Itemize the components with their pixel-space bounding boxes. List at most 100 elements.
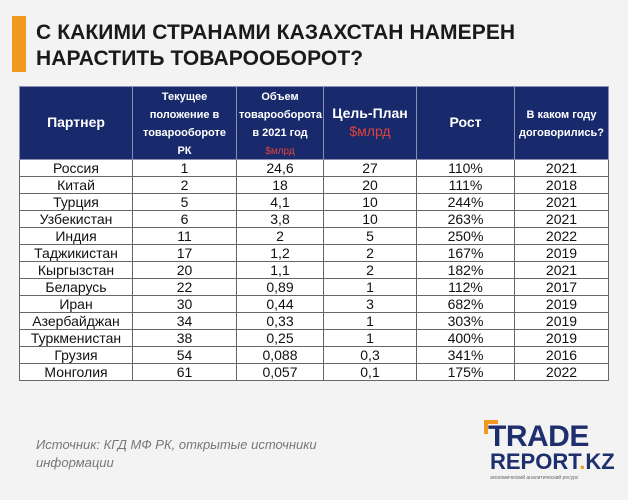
cell-partner: Узбекистан (19, 210, 133, 228)
cell-target: 2 (323, 261, 417, 279)
cell-volume: 0,088 (236, 346, 324, 364)
cell-growth: 400% (416, 329, 515, 347)
cell-year: 2022 (514, 363, 609, 381)
header-partner: Партнер (19, 86, 133, 160)
cell-volume: 0,25 (236, 329, 324, 347)
cell-volume: 4,1 (236, 193, 324, 211)
cell-partner: Китай (19, 176, 133, 194)
cell-growth: 111% (416, 176, 515, 194)
logo-line2: REPORT.KZ (490, 449, 615, 474)
cell-position: 6 (132, 210, 237, 228)
cell-target: 0,3 (323, 346, 417, 364)
cell-volume: 18 (236, 176, 324, 194)
table-row: Азербайджан 34 0,33 1 303% 2019 (19, 312, 609, 330)
cell-position: 30 (132, 295, 237, 313)
table-row: Индия 11 2 5 250% 2022 (19, 227, 609, 245)
table-row: Беларусь 22 0,89 1 112% 2017 (19, 278, 609, 296)
header-volume-unit: $млрд (265, 146, 295, 157)
cell-partner: Грузия (19, 346, 133, 364)
cell-volume: 0,057 (236, 363, 324, 381)
cell-volume: 0,44 (236, 295, 324, 313)
cell-volume: 24,6 (236, 159, 324, 177)
table-row: Турция 5 4,1 10 244% 2021 (19, 193, 609, 211)
cell-year: 2021 (514, 193, 609, 211)
cell-volume: 3,8 (236, 210, 324, 228)
cell-partner: Россия (19, 159, 133, 177)
header-growth: Рост (416, 86, 515, 160)
cell-partner: Азербайджан (19, 312, 133, 330)
cell-target: 3 (323, 295, 417, 313)
cell-growth: 341% (416, 346, 515, 364)
header-position: Текущее положение в товарообороте РК (132, 86, 237, 160)
cell-partner: Кыргызстан (19, 261, 133, 279)
trade-report-logo: TRADE REPORT.KZ экономический аналитичес… (484, 420, 615, 486)
table-row: Узбекистан 6 3,8 10 263% 2021 (19, 210, 609, 228)
cell-position: 1 (132, 159, 237, 177)
trade-table: Партнер Текущее положение в товарооборот… (19, 86, 609, 381)
table-row: Грузия 54 0,088 0,3 341% 2016 (19, 346, 609, 364)
cell-position: 22 (132, 278, 237, 296)
cell-year: 2019 (514, 312, 609, 330)
cell-year: 2019 (514, 329, 609, 347)
cell-partner: Беларусь (19, 278, 133, 296)
header-year: В каком году договорились? (514, 86, 609, 160)
table-row: Китай 2 18 20 111% 2018 (19, 176, 609, 194)
cell-partner: Туркменистан (19, 329, 133, 347)
cell-growth: 112% (416, 278, 515, 296)
cell-growth: 110% (416, 159, 515, 177)
cell-position: 38 (132, 329, 237, 347)
table-row: Кыргызстан 20 1,1 2 182% 2021 (19, 261, 609, 279)
cell-position: 11 (132, 227, 237, 245)
cell-target: 1 (323, 312, 417, 330)
table-row: Туркменистан 38 0,25 1 400% 2019 (19, 329, 609, 347)
cell-year: 2016 (514, 346, 609, 364)
header-target-unit: $млрд (349, 123, 391, 139)
table-row: Монголия 61 0,057 0,1 175% 2022 (19, 363, 609, 381)
title-accent-bar (12, 16, 26, 72)
cell-target: 1 (323, 278, 417, 296)
cell-position: 2 (132, 176, 237, 194)
cell-partner: Турция (19, 193, 133, 211)
logo-tagline: экономический аналитический ресурс (490, 475, 579, 481)
table-header-row: Партнер Текущее положение в товарооборот… (19, 86, 609, 160)
cell-target: 27 (323, 159, 417, 177)
cell-growth: 250% (416, 227, 515, 245)
cell-position: 54 (132, 346, 237, 364)
cell-year: 2019 (514, 244, 609, 262)
cell-target: 1 (323, 329, 417, 347)
cell-year: 2021 (514, 210, 609, 228)
cell-position: 34 (132, 312, 237, 330)
cell-growth: 167% (416, 244, 515, 262)
cell-year: 2019 (514, 295, 609, 313)
table-row: Иран 30 0,44 3 682% 2019 (19, 295, 609, 313)
cell-volume: 0,33 (236, 312, 324, 330)
logo-line1: TRADE (488, 420, 589, 453)
table-row: Россия 1 24,6 27 110% 2021 (19, 159, 609, 177)
table-row: Таджикистан 17 1,2 2 167% 2019 (19, 244, 609, 262)
cell-position: 5 (132, 193, 237, 211)
cell-volume: 2 (236, 227, 324, 245)
cell-target: 2 (323, 244, 417, 262)
cell-year: 2017 (514, 278, 609, 296)
cell-year: 2022 (514, 227, 609, 245)
cell-volume: 1,1 (236, 261, 324, 279)
cell-target: 20 (323, 176, 417, 194)
cell-partner: Иран (19, 295, 133, 313)
cell-year: 2018 (514, 176, 609, 194)
cell-target: 5 (323, 227, 417, 245)
cell-position: 61 (132, 363, 237, 381)
cell-growth: 263% (416, 210, 515, 228)
cell-growth: 682% (416, 295, 515, 313)
cell-year: 2021 (514, 261, 609, 279)
cell-growth: 303% (416, 312, 515, 330)
cell-growth: 244% (416, 193, 515, 211)
cell-growth: 175% (416, 363, 515, 381)
cell-partner: Монголия (19, 363, 133, 381)
header-volume: Объем товарооборота в 2021 год $млрд (236, 86, 324, 160)
cell-target: 10 (323, 193, 417, 211)
source-note: Источник: КГД МФ РК, открытые источники … (36, 437, 317, 470)
logo-corner-mark (484, 420, 498, 434)
header-target: Цель-План $млрд (323, 86, 417, 160)
cell-target: 10 (323, 210, 417, 228)
cell-position: 20 (132, 261, 237, 279)
